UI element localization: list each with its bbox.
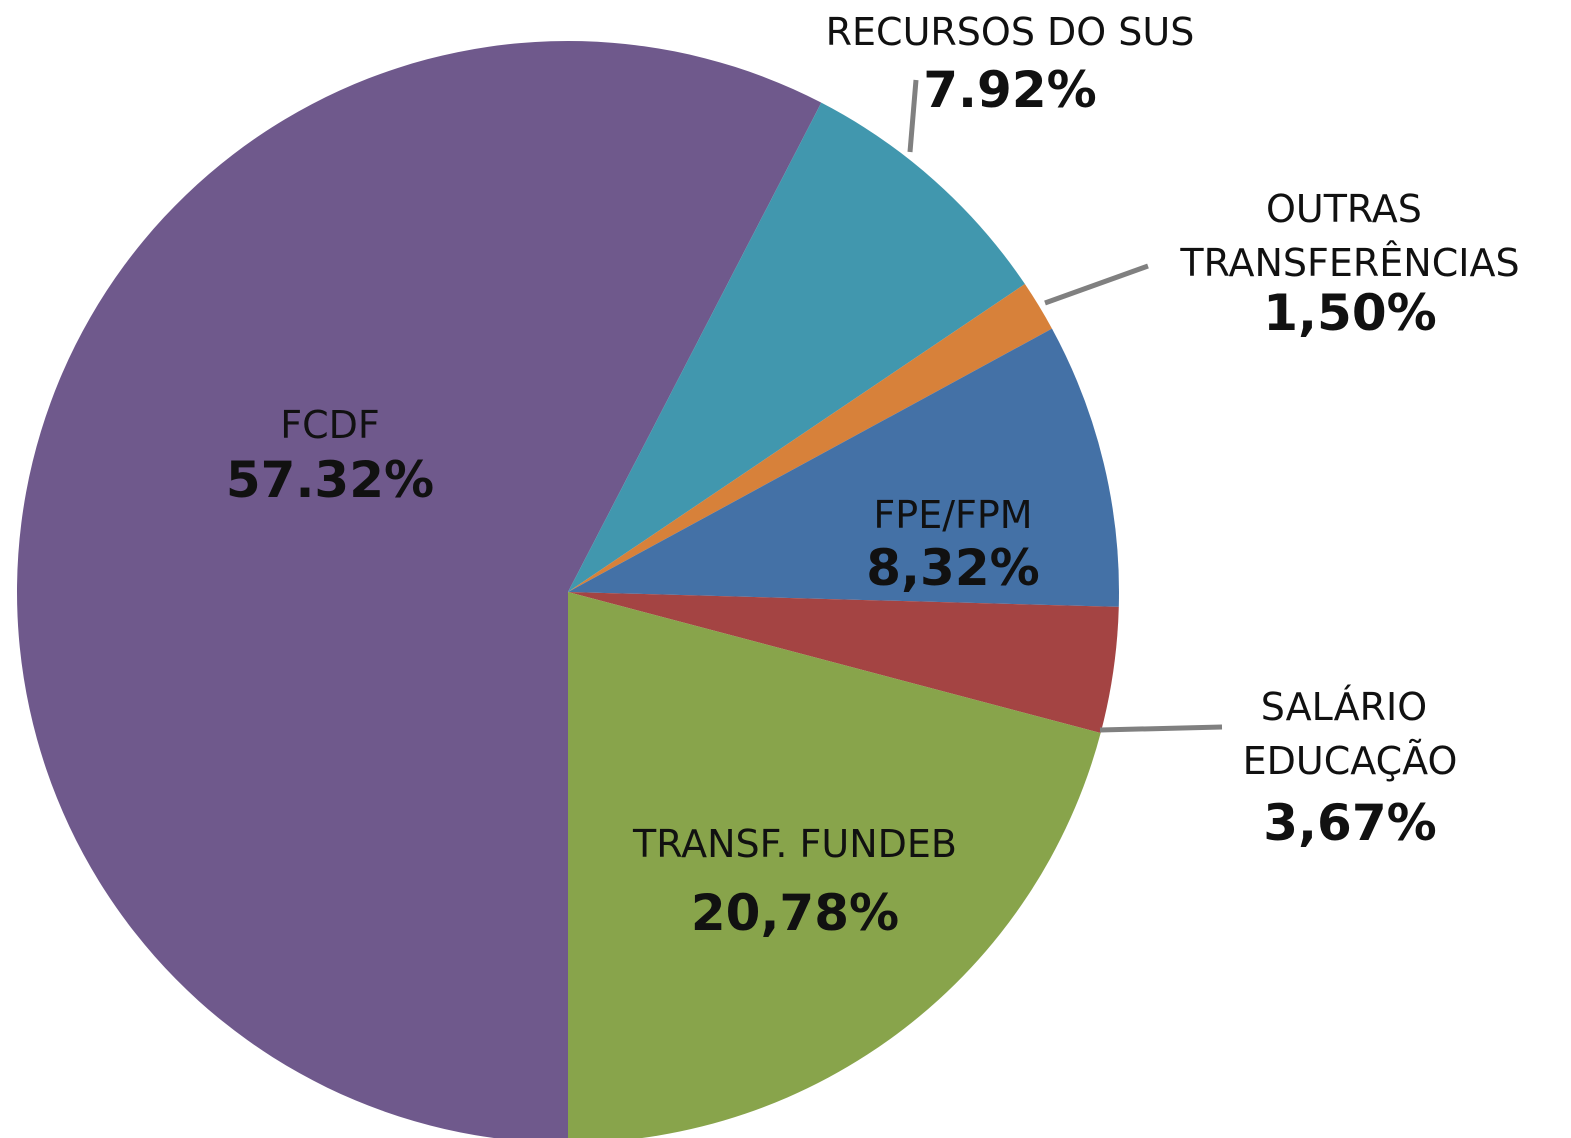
pie-slice bbox=[568, 284, 1052, 592]
leader-line bbox=[1044, 263, 1149, 306]
value-label: 57.32% bbox=[226, 451, 434, 509]
category-label: FPE/FPM bbox=[873, 493, 1032, 537]
pie-slice bbox=[568, 328, 1120, 607]
pie-slice bbox=[568, 592, 1119, 733]
value-label: 3,67% bbox=[1263, 794, 1436, 852]
pie-slice bbox=[17, 41, 822, 1138]
value-label: 7.92% bbox=[923, 61, 1096, 119]
value-label: 20,78% bbox=[691, 884, 899, 942]
category-label: OUTRAS TRANSFERÊNCIAS bbox=[1179, 187, 1519, 285]
value-label: 8,32% bbox=[866, 539, 1039, 597]
category-label: RECURSOS DO SUS bbox=[826, 10, 1195, 54]
value-label: 1,50% bbox=[1263, 284, 1436, 342]
leader-line bbox=[907, 79, 919, 153]
pie-slice bbox=[568, 102, 1025, 592]
category-label: TRANSF. FUNDEB bbox=[632, 822, 957, 866]
category-label: SALÁRIO EDUCAÇÃO bbox=[1243, 685, 1458, 783]
pie-slice bbox=[568, 592, 1101, 1138]
leader-line bbox=[1099, 724, 1223, 733]
category-label: FCDF bbox=[280, 403, 380, 447]
